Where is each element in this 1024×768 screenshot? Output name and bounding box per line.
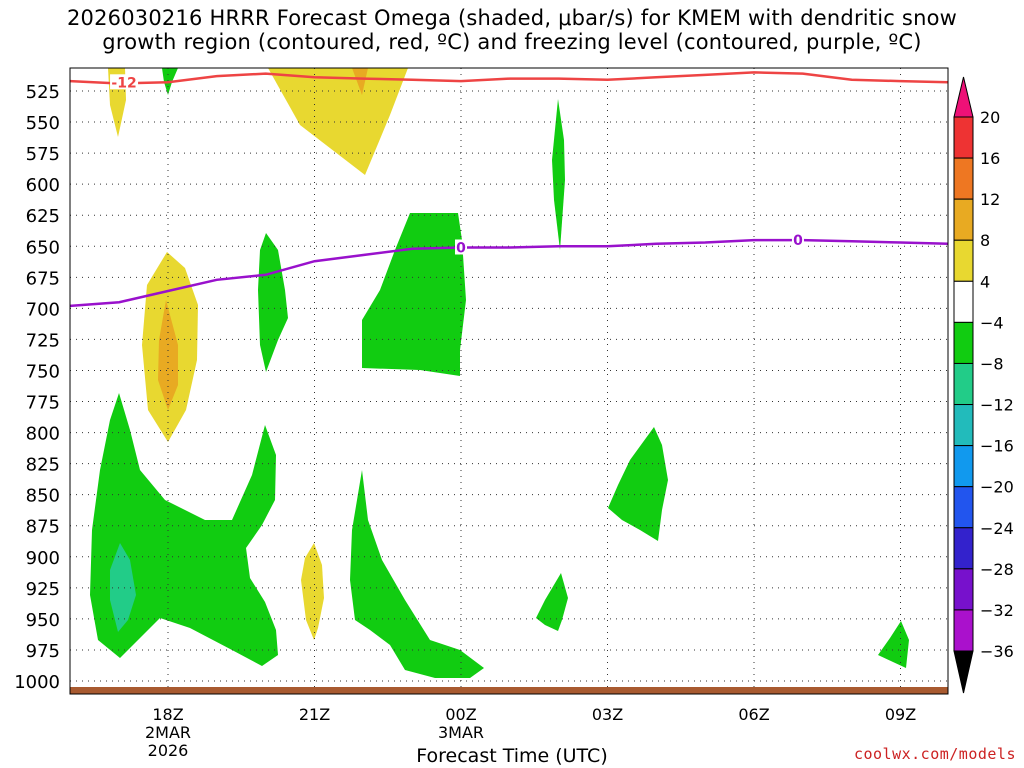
- colorbar-label: −20: [980, 478, 1014, 497]
- omega-region-teal: [110, 543, 136, 632]
- x-tick-label: 2026: [148, 741, 189, 760]
- omega-region-yellow: [268, 68, 408, 175]
- contour-label: 0: [456, 241, 466, 257]
- colorbar-label: 12: [980, 190, 1000, 209]
- ground-strip: [70, 687, 948, 694]
- y-tick-label: 775: [26, 393, 60, 414]
- colorbar-label: −8: [980, 354, 1004, 373]
- plot-frame: [69, 67, 949, 695]
- y-tick-label: 575: [26, 144, 60, 165]
- y-tick-label: 550: [26, 113, 60, 134]
- y-tick-label: 900: [26, 548, 60, 569]
- omega-shading: [90, 68, 909, 678]
- x-axis-title: Forecast Time (UTC): [416, 745, 608, 767]
- contour-line--12: [70, 71, 948, 85]
- colorbar-swatch: [953, 280, 974, 323]
- colorbar: 20 16 12 8 4 −4 −8 −12 −16 −20 −24 −28 −32 −36: [953, 76, 1014, 694]
- y-tick-label: 750: [26, 361, 60, 382]
- contour-label-bg: [110, 74, 139, 90]
- contour-label: 0: [793, 233, 803, 249]
- contour-label: -12: [111, 75, 136, 91]
- colorbar-top-triangle: [953, 76, 974, 118]
- omega-region-green: [350, 470, 484, 678]
- colorbar-swatch: [953, 239, 974, 282]
- colorbar-label: −28: [980, 560, 1014, 579]
- y-tick-label: 825: [26, 455, 60, 476]
- grid-lines: [70, 68, 948, 694]
- y-tick-label: 600: [26, 175, 60, 196]
- omega-region-orange: [158, 300, 178, 410]
- colorbar-swatch: [953, 609, 974, 652]
- y-tick-label: 525: [26, 82, 60, 103]
- omega-region-green: [90, 393, 278, 666]
- colorbar-swatch: [953, 198, 974, 241]
- colorbar-swatch: [953, 362, 974, 406]
- title-line-1: 2026030216 HRRR Forecast Omega (shaded, …: [66, 6, 957, 30]
- y-tick-label: 850: [26, 486, 60, 507]
- contour-lines: -12 0 0: [70, 71, 948, 308]
- omega-region-green: [536, 573, 568, 631]
- y-tick-label: 975: [26, 641, 60, 662]
- colorbar-swatch: [953, 527, 974, 570]
- x-tick-label: 00Z: [445, 705, 476, 724]
- colorbar-swatch: [953, 157, 974, 200]
- y-tick-label: 650: [26, 237, 60, 258]
- colorbar-swatch: [953, 116, 974, 159]
- colorbar-label: −16: [980, 437, 1014, 456]
- colorbar-label: 8: [980, 231, 990, 250]
- colorbar-label: −32: [980, 601, 1014, 620]
- y-tick-label: 950: [26, 610, 60, 631]
- y-tick-label: 925: [26, 579, 60, 600]
- y-tick-label: 800: [26, 424, 60, 445]
- x-tick-label: 09Z: [885, 705, 916, 724]
- y-tick-label: 1000: [14, 672, 60, 693]
- colorbar-label: 4: [980, 272, 990, 291]
- y-tick-label: 725: [26, 330, 60, 351]
- x-tick-label: 2MAR: [145, 723, 191, 742]
- contour-label-bg: [791, 232, 804, 248]
- credit-text[interactable]: coolwx.com/models: [853, 745, 1016, 763]
- y-axis-labels: 525 550 575 600 625 650 675 700 725 750 775 800 825 8…: [14, 82, 60, 693]
- y-tick-label: 625: [26, 206, 60, 227]
- omega-region-green: [552, 99, 565, 250]
- colorbar-swatch: [953, 486, 974, 529]
- x-tick-label: 03Z: [592, 705, 623, 724]
- colorbar-label: −36: [980, 642, 1014, 661]
- x-tick-label: 06Z: [738, 705, 769, 724]
- colorbar-label: 16: [980, 149, 1000, 168]
- chart-title: 2026030216 HRRR Forecast Omega (shaded, …: [0, 6, 1024, 54]
- y-tick-label: 875: [26, 517, 60, 538]
- y-tick-label: 675: [26, 268, 60, 289]
- x-tick-label: 21Z: [299, 705, 330, 724]
- colorbar-swatch: [953, 321, 974, 364]
- omega-region-orange: [352, 68, 368, 95]
- colorbar-swatch: [953, 445, 974, 488]
- colorbar-bottom-triangle: [953, 650, 974, 694]
- omega-region-green: [258, 233, 288, 372]
- x-tick-label: 3MAR: [438, 723, 484, 742]
- colorbar-label: −24: [980, 519, 1014, 538]
- omega-region-green: [608, 427, 668, 541]
- omega-region-yellow: [301, 543, 324, 640]
- omega-region-green: [878, 621, 909, 668]
- colorbar-swatch: [953, 568, 974, 611]
- colorbar-label: −12: [980, 396, 1014, 415]
- title-line-2: growth region (contoured, red, ºC) and f…: [102, 30, 922, 54]
- colorbar-label: −4: [980, 313, 1004, 332]
- x-tick-label: 18Z: [152, 705, 183, 724]
- omega-region-green: [362, 213, 466, 376]
- contour-line-0: [70, 238, 948, 308]
- colorbar-label: 20: [980, 108, 1000, 127]
- contour-label-bg: [455, 239, 467, 255]
- colorbar-swatch: [953, 404, 974, 447]
- y-tick-label: 700: [26, 299, 60, 320]
